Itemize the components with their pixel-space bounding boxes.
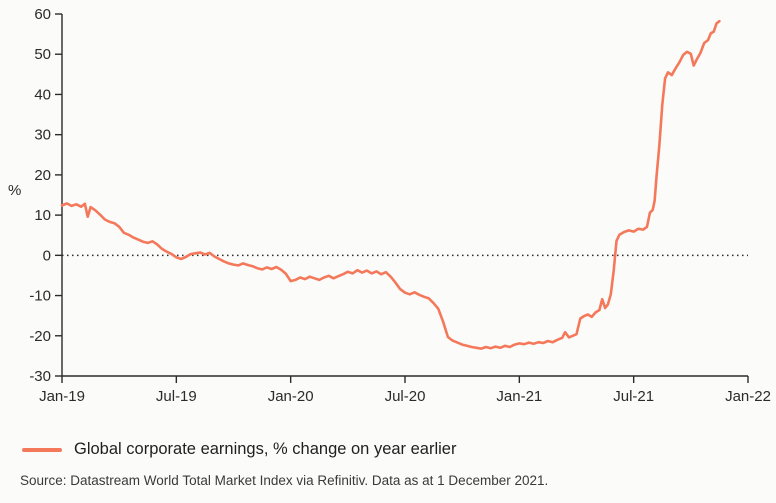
svg-text:Jan-22: Jan-22 [725,388,771,405]
source-note: Source: Datastream World Total Market In… [20,473,549,488]
svg-text:10: 10 [34,207,51,224]
svg-text:Jul-19: Jul-19 [156,388,197,405]
svg-text:Jan-20: Jan-20 [268,388,314,405]
legend-label: Global corporate earnings, % change on y… [74,440,457,458]
svg-text:%: % [8,182,21,199]
earnings-line-chart: 60 50 40 30 20 10 0 -10 -20 -30 Jan-19 Jul-19 Jan-20… [8,6,771,405]
svg-text:30: 30 [34,127,51,144]
svg-text:20: 20 [34,167,51,184]
svg-text:-20: -20 [29,328,51,345]
svg-text:-30: -30 [29,368,51,385]
svg-text:Jan-19: Jan-19 [39,388,85,405]
svg-text:40: 40 [34,86,51,103]
svg-text:0: 0 [43,247,51,264]
svg-text:Jan-21: Jan-21 [496,388,542,405]
svg-text:-10: -10 [29,288,51,305]
legend-line-swatch [22,447,62,452]
legend: Global corporate earnings, % change on y… [0,440,776,459]
svg-text:60: 60 [34,6,51,23]
svg-text:Jul-20: Jul-20 [385,388,426,405]
svg-text:50: 50 [34,46,51,63]
svg-text:Jul-21: Jul-21 [613,388,654,405]
